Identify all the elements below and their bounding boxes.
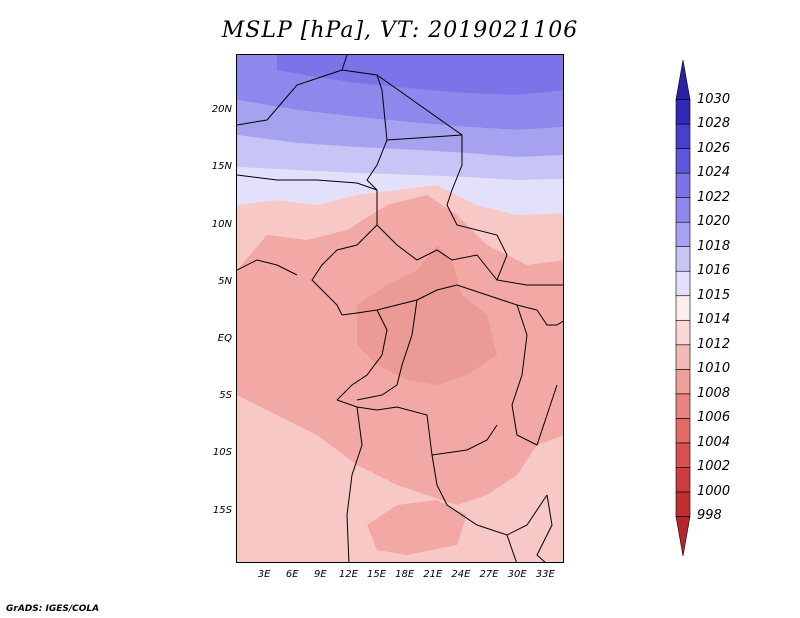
lon-tick-label: 9E — [313, 569, 327, 580]
colorbar-segment — [675, 516, 691, 557]
map-plot-area — [236, 54, 564, 563]
colorbar-segment — [675, 99, 691, 125]
colorbar-level-label: 1022 — [697, 189, 731, 205]
colorbar-segment — [675, 123, 691, 149]
lat-tick-label: 5N — [218, 275, 232, 287]
lat-tick-label: 15N — [211, 161, 232, 173]
colorbar-level-label: 1015 — [697, 287, 731, 303]
chart-title: MSLP [hPa], VT: 2019021106 — [221, 18, 579, 43]
colorbar-level-label: 1012 — [697, 336, 731, 352]
colorbar-segment — [675, 60, 691, 100]
colorbar-segment — [675, 319, 691, 346]
region-1016 — [237, 135, 563, 180]
colorbar-level-label: 1028 — [697, 116, 731, 132]
colorbar-level-label: 1010 — [697, 361, 731, 377]
colorbar-segment — [675, 270, 691, 297]
lon-tick-label: 27E — [479, 569, 499, 580]
pressure-map — [237, 55, 563, 562]
lon-tick-label: 21E — [423, 569, 443, 580]
colorbar-level-label: 998 — [697, 508, 722, 524]
lon-tick-label: 18E — [395, 569, 415, 580]
colorbar-segment — [675, 393, 691, 419]
lon-tick-label: 12E — [338, 569, 358, 580]
lat-tick-label: 10N — [211, 218, 232, 230]
lon-tick-label: 30E — [507, 569, 527, 580]
country-borders — [237, 55, 563, 562]
lon-tick-label: 24E — [451, 569, 471, 580]
lon-tick-label: 6E — [285, 569, 299, 580]
region-1010-south — [367, 500, 467, 555]
colorbar-level-label: 1030 — [697, 91, 731, 107]
colorbar-segment — [675, 418, 691, 444]
footer-credit: GrADS: IGES/COLA — [6, 604, 100, 614]
colorbar-level-label: 1024 — [697, 165, 731, 181]
colorbar-segment — [675, 197, 691, 223]
colorbar-segment — [675, 295, 691, 321]
colorbar-segment — [675, 344, 691, 370]
lat-tick-label: 10S — [212, 447, 232, 459]
colorbar-level-label: 1018 — [697, 238, 731, 254]
colorbar-level-label: 1004 — [697, 434, 731, 450]
colorbar-segment — [675, 172, 691, 198]
colorbar-level-label: 1002 — [697, 459, 731, 475]
region-1015 — [237, 167, 563, 215]
colorbar-segment — [675, 442, 691, 468]
colorbar-segment — [675, 221, 691, 247]
lat-tick-label: EQ — [217, 332, 232, 344]
lon-tick-label: 3E — [257, 569, 271, 580]
lon-tick-label: 15E — [367, 569, 387, 580]
colorbar-level-label: 1006 — [697, 410, 731, 426]
colorbar-level-label: 1016 — [697, 263, 731, 279]
colorbar-segment — [675, 467, 691, 493]
region-1018 — [237, 100, 563, 157]
colorbar-segment — [675, 246, 691, 272]
region-1008 — [357, 245, 497, 385]
colorbar-segment — [675, 491, 691, 517]
colorbar-level-label: 1008 — [697, 385, 731, 401]
lat-tick-label: 15S — [212, 504, 232, 516]
colorbar — [675, 60, 691, 557]
colorbar-level-label: 1026 — [697, 140, 731, 156]
colorbar-segment — [675, 148, 691, 174]
lat-tick-label: 20N — [211, 104, 232, 116]
lat-tick-label: 5S — [219, 390, 232, 402]
region-1022 — [277, 55, 563, 95]
colorbar-level-label: 1000 — [697, 483, 731, 499]
colorbar-level-label: 1020 — [697, 214, 731, 230]
colorbar-level-label: 1014 — [697, 312, 731, 328]
lon-tick-label: 33E — [535, 569, 555, 580]
colorbar-segment — [675, 369, 691, 395]
